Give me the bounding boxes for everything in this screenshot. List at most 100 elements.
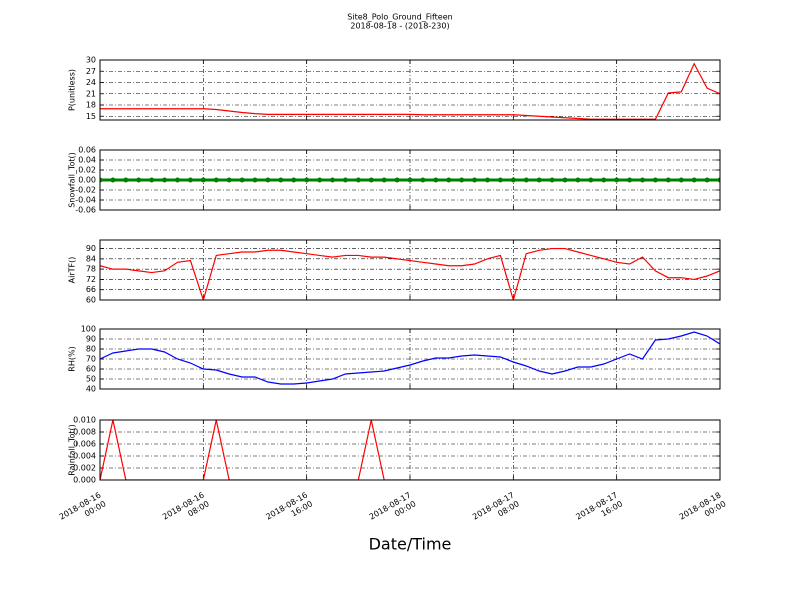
data-point bbox=[239, 177, 245, 183]
y-tick-label: 70 bbox=[86, 355, 96, 364]
data-point bbox=[614, 177, 620, 183]
data-point bbox=[381, 177, 387, 183]
y-tick-label: 66 bbox=[86, 285, 96, 294]
y-tick-label: 84 bbox=[86, 254, 96, 263]
data-point bbox=[601, 177, 607, 183]
data-point bbox=[665, 177, 671, 183]
data-point bbox=[278, 177, 284, 183]
data-point bbox=[200, 177, 206, 183]
y-tick-label: 30 bbox=[86, 56, 96, 65]
y-tick-label: 0.004 bbox=[73, 452, 96, 461]
y-axis-label: Rainfall_Tot() bbox=[68, 424, 77, 476]
data-point bbox=[123, 177, 129, 183]
plot-area bbox=[100, 177, 720, 183]
x-axis-label: Date/Time bbox=[369, 535, 452, 554]
y-axis-label: RH(%) bbox=[68, 346, 77, 371]
data-point bbox=[342, 177, 348, 183]
data-point bbox=[562, 177, 568, 183]
data-point bbox=[627, 177, 633, 183]
data-point bbox=[317, 177, 323, 183]
data-point bbox=[149, 177, 155, 183]
y-tick-label: 0.006 bbox=[73, 440, 96, 449]
y-tick-label: 21 bbox=[86, 89, 96, 98]
y-tick-label: 40 bbox=[86, 385, 96, 394]
data-point bbox=[420, 177, 426, 183]
plot-area bbox=[100, 331, 720, 385]
data-point bbox=[691, 177, 697, 183]
y-tick-label: 0.02 bbox=[78, 166, 96, 175]
plot-area bbox=[100, 62, 720, 120]
y-tick-label: 72 bbox=[86, 275, 96, 284]
data-point bbox=[407, 177, 413, 183]
data-point bbox=[549, 177, 555, 183]
data-point bbox=[187, 177, 193, 183]
y-tick-label: 0.008 bbox=[73, 428, 96, 437]
y-tick-label: 78 bbox=[86, 265, 96, 274]
data-point bbox=[226, 177, 232, 183]
axes-frame bbox=[99, 149, 721, 211]
data-point bbox=[175, 177, 180, 183]
data-point bbox=[678, 177, 684, 183]
data-point bbox=[433, 177, 439, 183]
title: Site8_Polo_Ground_Fifteen bbox=[347, 13, 452, 22]
y-axis-label: P(unitless) bbox=[68, 69, 77, 111]
data-point bbox=[136, 177, 142, 183]
data-point bbox=[575, 177, 581, 183]
y-tick-label: 18 bbox=[86, 101, 96, 110]
y-tick-label: 15 bbox=[86, 112, 96, 121]
y-tick-label: 60 bbox=[86, 296, 96, 305]
y-tick-label: 0.010 bbox=[73, 416, 96, 425]
data-point bbox=[252, 177, 258, 183]
y-axis-label: Snowfall_Tot() bbox=[68, 152, 77, 208]
y-tick-label: 50 bbox=[86, 375, 96, 384]
data-point bbox=[510, 177, 516, 183]
data-point bbox=[265, 177, 271, 183]
axes-frame bbox=[99, 59, 721, 121]
y-tick-label: 24 bbox=[86, 78, 96, 87]
data-point bbox=[472, 177, 478, 183]
data-point bbox=[110, 177, 116, 183]
data-point bbox=[717, 177, 720, 183]
data-point bbox=[588, 177, 594, 183]
data-point bbox=[330, 177, 335, 183]
plot-area bbox=[100, 247, 720, 300]
y-tick-label: 0.000 bbox=[73, 476, 96, 485]
data-line bbox=[100, 62, 720, 120]
data-point bbox=[394, 177, 400, 183]
y-tick-label: 27 bbox=[86, 67, 96, 76]
data-point bbox=[100, 177, 103, 183]
data-line bbox=[100, 331, 720, 385]
data-point bbox=[523, 177, 529, 183]
data-point bbox=[446, 177, 452, 183]
axes-frame bbox=[99, 419, 721, 481]
data-point bbox=[536, 177, 542, 183]
data-point bbox=[485, 177, 490, 183]
data-point bbox=[459, 177, 465, 183]
y-tick-label: 0.04 bbox=[78, 156, 96, 165]
data-point bbox=[652, 177, 658, 183]
y-tick-label: -0.02 bbox=[75, 186, 96, 195]
y-tick-label: 60 bbox=[86, 365, 96, 374]
y-tick-label: -0.06 bbox=[75, 206, 96, 215]
axes-frame bbox=[99, 239, 721, 301]
axes-frame bbox=[99, 328, 721, 390]
data-point bbox=[213, 177, 219, 183]
y-axis-label: AirTF() bbox=[68, 257, 77, 284]
y-tick-label: 90 bbox=[86, 244, 96, 253]
y-tick-label: 0.002 bbox=[73, 464, 96, 473]
subtitle: 2018-08-18 - (2018-230) bbox=[350, 22, 449, 31]
data-point bbox=[497, 177, 503, 183]
data-point bbox=[291, 177, 297, 183]
data-point bbox=[704, 177, 710, 183]
y-tick-label: 100 bbox=[81, 325, 96, 334]
data-point bbox=[304, 177, 310, 183]
data-point bbox=[368, 177, 374, 183]
data-line bbox=[100, 247, 720, 300]
y-tick-label: 0.00 bbox=[78, 176, 96, 185]
data-point bbox=[640, 177, 645, 183]
y-tick-label: 80 bbox=[86, 345, 96, 354]
y-tick-label: -0.04 bbox=[75, 196, 96, 205]
y-tick-label: 0.06 bbox=[78, 146, 96, 155]
data-point bbox=[355, 177, 361, 183]
